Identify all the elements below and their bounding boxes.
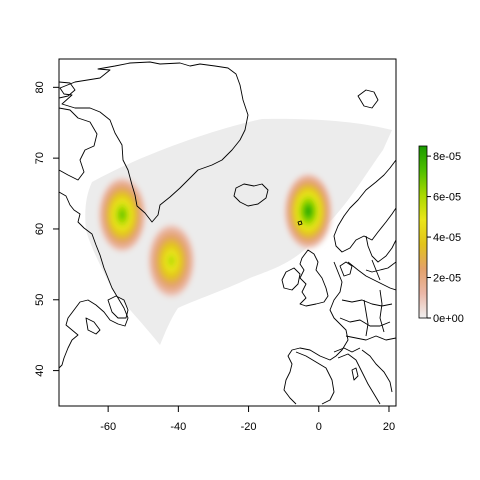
y-tick-label: 50 bbox=[34, 294, 46, 306]
x-tick-label: -20 bbox=[241, 421, 257, 433]
coastline-iceland bbox=[233, 183, 269, 207]
coastlines bbox=[59, 61, 396, 405]
coastline-svalbard bbox=[357, 89, 379, 109]
coastline-mediterranean bbox=[337, 353, 381, 405]
coastline-italy bbox=[361, 349, 393, 393]
coastline-arctic-islands bbox=[59, 107, 98, 181]
coastline-baffin bbox=[59, 81, 76, 99]
colorbar-tick-label: 6e-05 bbox=[433, 192, 461, 204]
y-tick-label: 60 bbox=[34, 223, 46, 235]
coastline-greenland bbox=[59, 61, 249, 223]
y-tick-label: 80 bbox=[34, 81, 46, 93]
coastline-faroe bbox=[297, 220, 303, 226]
colorbar-gradient bbox=[418, 145, 428, 319]
coastline-continental-europe bbox=[283, 261, 349, 405]
y-tick-label: 40 bbox=[34, 364, 46, 376]
x-tick-label: 0 bbox=[316, 421, 322, 433]
y-tick-label: 70 bbox=[34, 152, 46, 164]
coastline-denmark bbox=[339, 261, 353, 277]
x-axis: -60 -40 -20 0 20 bbox=[100, 406, 395, 433]
coastline-baltic bbox=[365, 261, 396, 273]
colorbar-tick-label: 4e-05 bbox=[433, 232, 461, 244]
coastline-newfoundland bbox=[107, 295, 129, 319]
coastline-labrador bbox=[59, 191, 129, 369]
colorbar-tick-label: 8e-05 bbox=[433, 151, 461, 163]
y-axis: 40 50 60 70 80 bbox=[34, 81, 59, 377]
coastline-nova-scotia bbox=[85, 317, 101, 335]
coastline-iberia bbox=[295, 351, 335, 405]
colorbar-tick-label: 2e-05 bbox=[433, 273, 461, 285]
coastline-ireland bbox=[281, 267, 301, 291]
density-peak bbox=[96, 174, 148, 256]
x-tick-label: 20 bbox=[383, 421, 395, 433]
x-tick-label: -40 bbox=[170, 421, 186, 433]
coastline-corsica bbox=[351, 367, 359, 381]
colorbar-tick-label: 0e+00 bbox=[433, 313, 464, 325]
coastline-great-britain bbox=[299, 249, 329, 307]
coastline-sweden bbox=[365, 235, 396, 263]
plot-frame bbox=[58, 58, 397, 407]
density-peak bbox=[282, 170, 335, 252]
border-lines bbox=[333, 259, 396, 353]
colorbar-legend: 0e+00 2e-05 4e-05 6e-05 8e-05 bbox=[418, 145, 464, 325]
density-peak bbox=[145, 220, 198, 302]
x-tick-label: -60 bbox=[100, 421, 116, 433]
coastline-scandinavia bbox=[333, 159, 396, 253]
